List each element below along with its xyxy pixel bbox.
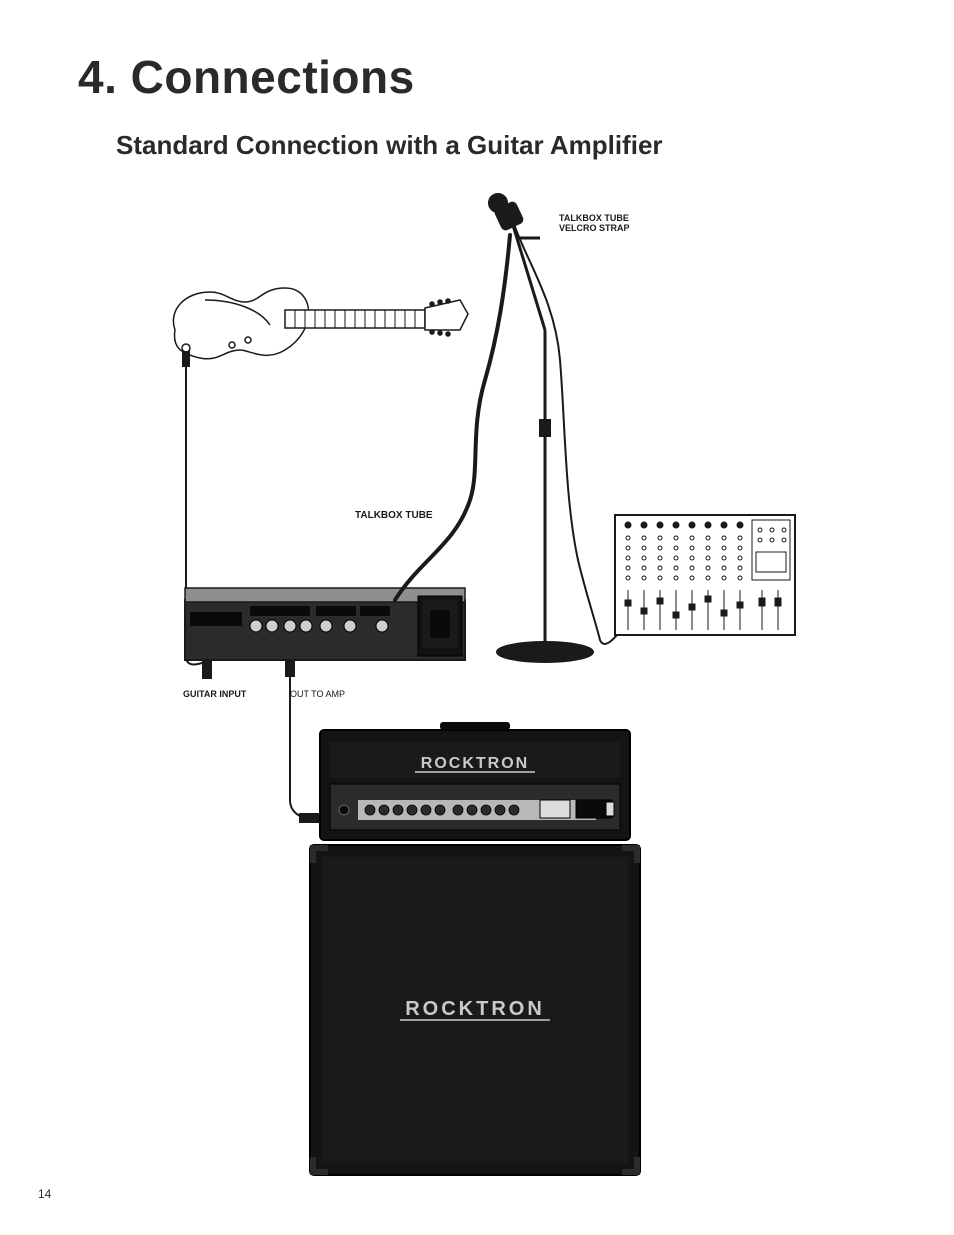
- amp-head-brand: ROCKTRON: [421, 755, 529, 772]
- pedal-jacks: [203, 660, 294, 676]
- mixer-icon: [615, 515, 795, 635]
- label-talkbox-velcro: TALKBOX TUBE VELCRO STRAP: [559, 213, 630, 234]
- page-number: 14: [38, 1187, 51, 1201]
- guitar-icon: [173, 288, 468, 359]
- manual-page: 4. Connections Standard Connection with …: [0, 0, 954, 1235]
- label-out-to-amp: OUT TO AMP: [290, 689, 345, 699]
- talkbox-tube: [395, 235, 510, 600]
- mic-stand-icon: [489, 194, 593, 662]
- amp-head-icon: [320, 722, 630, 840]
- connection-diagram: ROCKTRON ROCKTRON: [0, 0, 954, 1235]
- label-guitar-input: GUITAR INPUT: [183, 689, 246, 699]
- label-talkbox-velcro-text: TALKBOX TUBE VELCRO STRAP: [559, 213, 630, 233]
- floor-pedal-icon: [185, 588, 465, 660]
- label-talkbox-tube: TALKBOX TUBE: [355, 510, 433, 521]
- speaker-cab-brand: ROCKTRON: [405, 998, 545, 1020]
